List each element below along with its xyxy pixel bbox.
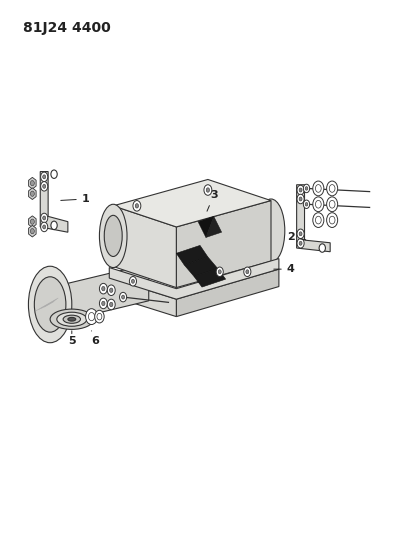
- Circle shape: [88, 312, 95, 321]
- Ellipse shape: [257, 199, 285, 262]
- Circle shape: [327, 213, 338, 228]
- Circle shape: [41, 182, 48, 191]
- Circle shape: [107, 285, 115, 295]
- Circle shape: [95, 310, 104, 323]
- Ellipse shape: [68, 317, 76, 321]
- Circle shape: [41, 213, 48, 223]
- Ellipse shape: [34, 277, 66, 332]
- Circle shape: [51, 170, 57, 179]
- Circle shape: [313, 197, 324, 212]
- Circle shape: [329, 200, 335, 208]
- Circle shape: [303, 184, 310, 192]
- Circle shape: [43, 184, 46, 188]
- Circle shape: [327, 181, 338, 196]
- Polygon shape: [184, 257, 218, 277]
- Polygon shape: [29, 225, 36, 237]
- Circle shape: [41, 172, 48, 182]
- Polygon shape: [206, 216, 222, 238]
- Circle shape: [206, 188, 210, 192]
- Polygon shape: [113, 206, 176, 288]
- Circle shape: [218, 270, 221, 274]
- Circle shape: [297, 185, 304, 195]
- Polygon shape: [109, 259, 279, 299]
- Circle shape: [297, 194, 304, 204]
- Text: 81J24 4400: 81J24 4400: [22, 21, 110, 35]
- Polygon shape: [29, 216, 36, 228]
- Circle shape: [129, 277, 136, 286]
- Circle shape: [30, 191, 34, 196]
- Polygon shape: [176, 200, 271, 288]
- Ellipse shape: [100, 204, 127, 268]
- Circle shape: [132, 279, 134, 283]
- Circle shape: [299, 197, 302, 201]
- Circle shape: [303, 200, 310, 208]
- Circle shape: [299, 188, 302, 192]
- Circle shape: [107, 299, 115, 310]
- Circle shape: [122, 295, 124, 299]
- Text: 6: 6: [92, 331, 100, 346]
- Ellipse shape: [50, 309, 94, 329]
- Circle shape: [204, 185, 212, 195]
- Polygon shape: [176, 245, 208, 265]
- Circle shape: [120, 292, 127, 302]
- Circle shape: [297, 239, 304, 248]
- Circle shape: [319, 244, 326, 252]
- Polygon shape: [297, 185, 330, 252]
- Text: 4: 4: [274, 264, 295, 274]
- Circle shape: [43, 225, 46, 229]
- Circle shape: [41, 222, 48, 232]
- Polygon shape: [29, 177, 36, 189]
- Circle shape: [216, 267, 223, 277]
- Circle shape: [313, 181, 324, 196]
- Polygon shape: [40, 172, 68, 232]
- Text: 1: 1: [61, 194, 90, 204]
- Circle shape: [100, 284, 107, 294]
- Circle shape: [30, 219, 34, 224]
- Circle shape: [329, 216, 335, 224]
- Polygon shape: [194, 269, 226, 287]
- Polygon shape: [109, 278, 176, 317]
- Circle shape: [43, 216, 46, 220]
- Ellipse shape: [63, 315, 80, 324]
- Circle shape: [97, 313, 102, 320]
- Circle shape: [30, 229, 34, 234]
- Circle shape: [102, 286, 105, 291]
- Circle shape: [110, 302, 113, 306]
- Circle shape: [135, 204, 138, 208]
- Text: 5: 5: [68, 331, 76, 346]
- Circle shape: [316, 216, 321, 224]
- Circle shape: [102, 301, 105, 305]
- Circle shape: [327, 197, 338, 212]
- Text: 2: 2: [287, 232, 306, 243]
- Circle shape: [133, 200, 141, 211]
- Polygon shape: [29, 188, 36, 199]
- Text: 3: 3: [207, 190, 218, 211]
- Circle shape: [305, 203, 308, 206]
- Circle shape: [51, 221, 57, 230]
- Circle shape: [110, 288, 113, 293]
- Circle shape: [305, 187, 308, 190]
- Circle shape: [43, 175, 46, 179]
- Circle shape: [313, 213, 324, 228]
- Circle shape: [30, 181, 34, 186]
- Circle shape: [316, 184, 321, 192]
- Ellipse shape: [104, 215, 122, 256]
- Circle shape: [100, 298, 107, 309]
- Polygon shape: [198, 216, 214, 238]
- Ellipse shape: [28, 266, 72, 343]
- Circle shape: [246, 270, 249, 274]
- Circle shape: [86, 309, 98, 325]
- Circle shape: [299, 241, 302, 245]
- Circle shape: [299, 232, 302, 236]
- Ellipse shape: [57, 312, 87, 326]
- Circle shape: [316, 200, 321, 208]
- Polygon shape: [113, 180, 271, 227]
- Polygon shape: [50, 264, 149, 325]
- Polygon shape: [176, 269, 279, 317]
- Circle shape: [244, 267, 251, 277]
- Circle shape: [329, 184, 335, 192]
- Circle shape: [297, 229, 304, 239]
